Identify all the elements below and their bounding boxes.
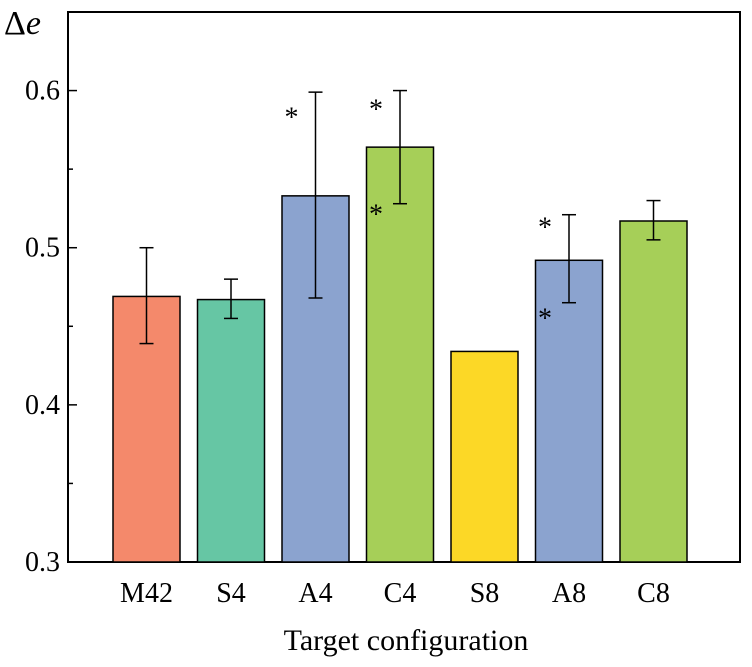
x-tick-label: C8 [637,578,670,609]
x-tick-label: C4 [384,578,417,609]
bars-group [112,146,688,563]
bar-a8 [534,259,604,563]
x-tick-label: A4 [298,578,332,609]
significance-star: * [369,200,383,231]
significance-star: * [369,94,383,125]
y-tick-label: 0.4 [25,390,60,421]
y-tick-label: 0.3 [25,547,60,578]
bar-s4 [196,298,266,563]
bar-c8 [619,220,688,563]
significance-star: * [538,212,552,243]
x-tick-label: S8 [470,578,500,609]
x-tick-label: M42 [120,578,173,609]
y-tick-label: 0.6 [25,76,60,107]
y-tick-label: 0.5 [25,233,60,264]
labels-group: 0.3 0.4 0.5 0.6 M42 S4 A4 C4 S8 A8 C8 Δe Target conf… [4,5,670,657]
annotations-group: * * * * * [285,94,553,334]
bar-s8 [450,350,519,563]
x-axis-title: Target configuration [284,624,529,657]
y-axis-title: Δe [4,5,41,42]
error-bars-group [139,89,661,345]
significance-star: * [538,303,552,334]
x-tick-label: S4 [216,578,246,609]
significance-star: * [285,102,299,133]
x-tick-label: A8 [552,578,586,609]
